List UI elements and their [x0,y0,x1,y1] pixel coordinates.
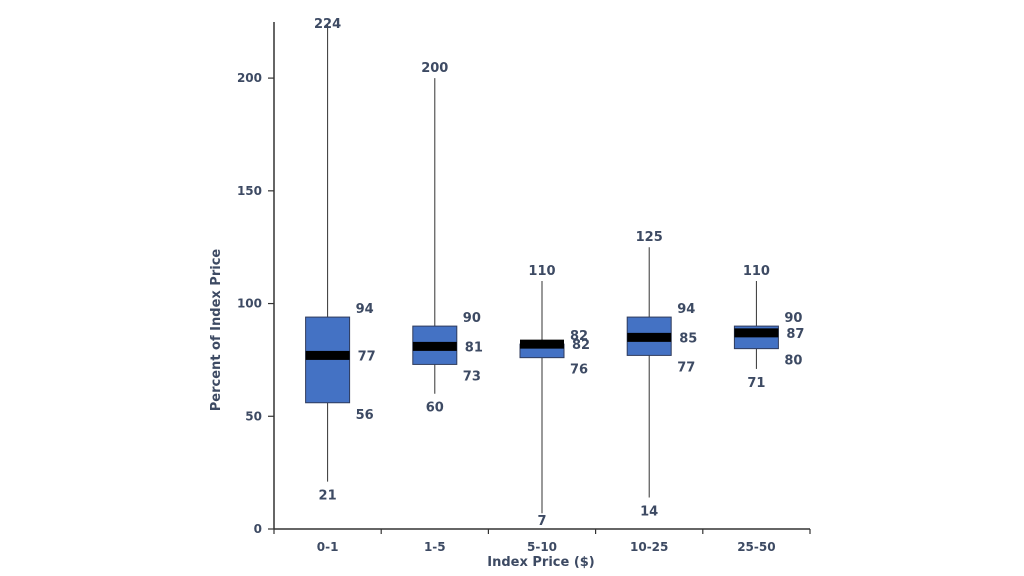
y-tick-label: 50 [245,409,262,423]
y-tick-label: 200 [237,71,262,85]
box-group: 200 60 90 81 73 [412,61,483,416]
y-axis: 0 50 100 150 200 [237,22,275,536]
q3-label: 82 [570,329,588,344]
min-label: 14 [640,504,658,519]
q3-label: 94 [677,302,695,317]
x-axis: 0-1 1-5 5-10 10-25 25-50 [273,528,811,554]
x-tick-label: 25-50 [737,540,775,554]
median-bar [734,328,779,338]
median-bar [520,339,564,349]
box [305,316,351,404]
y-tick-label: 100 [237,297,262,311]
min-label: 60 [426,401,444,416]
y-tick-label: 150 [237,184,262,198]
q1-label: 73 [463,369,481,384]
q3-label: 90 [784,311,802,326]
median-label: 82 [572,338,590,353]
median-label: 81 [465,340,483,355]
median-bar [305,350,350,360]
max-label: 110 [743,264,770,279]
q1-label: 80 [784,354,802,369]
q3-label: 94 [356,302,374,317]
x-tick-label: 0-1 [317,540,339,554]
q1-label: 77 [677,360,695,375]
median-bar [627,332,672,342]
q1-label: 56 [356,408,374,423]
box-group: 224 21 94 77 56 [305,17,376,504]
max-label: 224 [314,17,341,32]
x-tick-label: 10-25 [630,540,668,554]
median-label: 85 [679,331,697,346]
max-label: 125 [636,230,663,245]
min-label: 7 [537,514,546,529]
median-label: 87 [786,327,804,342]
min-label: 71 [747,376,765,391]
y-axis-title: Percent of Index Price [209,249,224,412]
x-tick-label: 5-10 [527,540,557,554]
x-tick-label: 1-5 [424,540,446,554]
q3-label: 90 [463,311,481,326]
min-label: 21 [319,489,337,504]
box-group: 125 14 94 85 77 [626,230,697,519]
max-label: 110 [528,264,555,279]
median-label: 77 [358,349,376,364]
q1-label: 76 [570,363,588,378]
median-bar [412,341,457,351]
max-label: 200 [421,61,448,76]
x-axis-title: Index Price ($) [487,555,595,570]
y-tick-label: 0 [254,522,262,536]
